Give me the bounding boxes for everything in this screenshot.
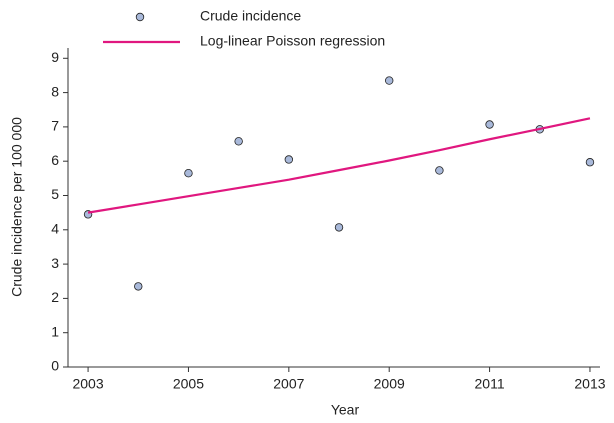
x-tick-label: 2009: [374, 376, 405, 392]
data-point: [234, 137, 243, 146]
y-tick-label: 8: [51, 83, 59, 99]
x-tick-label: 2013: [574, 376, 605, 392]
y-tick-label: 9: [51, 49, 59, 65]
data-point: [485, 120, 494, 129]
data-point: [435, 166, 444, 175]
y-tick-label: 3: [51, 255, 59, 271]
y-tick-label: 6: [51, 152, 59, 168]
legend-label: Log-linear Poisson regression: [200, 33, 385, 49]
y-tick-label: 0: [51, 358, 59, 374]
data-point: [134, 282, 143, 291]
y-tick-label: 4: [51, 220, 59, 236]
x-axis-title: Year: [331, 402, 360, 418]
data-point: [385, 76, 394, 85]
y-axis-title: Crude incidence per 100 000: [9, 117, 25, 297]
data-point: [184, 168, 193, 178]
y-tick-label: 5: [51, 186, 59, 202]
legend-swatch: [135, 12, 145, 22]
data-point: [334, 223, 344, 232]
x-tick-label: 2005: [173, 376, 204, 392]
data-point: [284, 155, 294, 164]
data-point: [585, 158, 595, 167]
y-tick-label: 2: [51, 289, 59, 305]
x-tick-label: 2003: [72, 376, 103, 392]
x-tick-label: 2007: [273, 376, 304, 392]
y-tick-label: 1: [51, 323, 59, 339]
regression-line: [87, 117, 591, 214]
legend-label: Crude incidence: [200, 8, 301, 24]
x-tick-label: 2011: [475, 376, 505, 392]
y-tick-label: 7: [51, 118, 59, 134]
